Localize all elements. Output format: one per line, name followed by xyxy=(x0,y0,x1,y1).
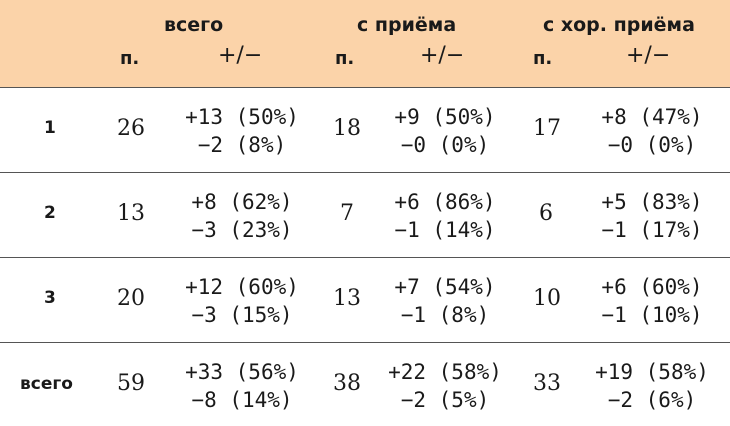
pm-total: +33 (56%) −8 (14%) xyxy=(172,358,312,414)
header-n-reception: п. xyxy=(335,48,355,69)
minus-value: −1 (8%) xyxy=(400,303,490,327)
plus-value: +33 (56%) xyxy=(185,360,299,384)
pm-good-reception: +8 (47%) −0 (0%) xyxy=(582,103,722,159)
plus-value: +13 (50%) xyxy=(185,105,299,129)
minus-value: −1 (14%) xyxy=(394,218,496,242)
minus-value: −2 (8%) xyxy=(197,133,287,157)
plus-value: +6 (86%) xyxy=(394,190,496,214)
minus-value: −1 (10%) xyxy=(601,303,703,327)
pm-reception: +9 (50%) −0 (0%) xyxy=(375,103,515,159)
minus-value: −0 (0%) xyxy=(607,133,697,157)
n-good-reception: 33 xyxy=(533,371,561,396)
minus-value: −2 (5%) xyxy=(400,388,490,412)
row-label: 1 xyxy=(44,118,56,138)
n-total: 59 xyxy=(117,371,145,396)
n-good-reception: 17 xyxy=(533,116,561,141)
row-label: 2 xyxy=(44,203,56,223)
n-reception: 7 xyxy=(340,201,354,226)
minus-value: −2 (6%) xyxy=(607,388,697,412)
plus-value: +22 (58%) xyxy=(388,360,502,384)
minus-value: −3 (23%) xyxy=(191,218,293,242)
pm-reception: +6 (86%) −1 (14%) xyxy=(375,188,515,244)
minus-value: −3 (15%) xyxy=(191,303,293,327)
table-row-total: всего 59 +33 (56%) −8 (14%) 38 +22 (58%)… xyxy=(0,343,730,426)
header-pm-total: +/− xyxy=(218,43,263,68)
header-n-total: п. xyxy=(120,48,140,69)
n-total: 26 xyxy=(117,116,145,141)
n-reception: 13 xyxy=(333,286,361,311)
table-header: всего с приёма с хор. приёма п. +/− п. +… xyxy=(0,0,730,88)
minus-value: −0 (0%) xyxy=(400,133,490,157)
plus-value: +12 (60%) xyxy=(185,275,299,299)
plus-value: +5 (83%) xyxy=(601,190,703,214)
minus-value: −1 (17%) xyxy=(601,218,703,242)
pm-total: +8 (62%) −3 (23%) xyxy=(172,188,312,244)
minus-value: −8 (14%) xyxy=(191,388,293,412)
table-row: 3 20 +12 (60%) −3 (15%) 13 +7 (54%) −1 (… xyxy=(0,258,730,343)
n-good-reception: 10 xyxy=(533,286,561,311)
plus-value: +8 (47%) xyxy=(601,105,703,129)
table-row: 2 13 +8 (62%) −3 (23%) 7 +6 (86%) −1 (14… xyxy=(0,173,730,258)
plus-value: +9 (50%) xyxy=(394,105,496,129)
header-group-from-good-reception: с хор. приёма xyxy=(543,14,695,36)
pm-good-reception: +19 (58%) −2 (6%) xyxy=(582,358,722,414)
pm-reception: +7 (54%) −1 (8%) xyxy=(375,273,515,329)
pm-total: +13 (50%) −2 (8%) xyxy=(172,103,312,159)
header-n-good-reception: п. xyxy=(533,48,553,69)
pm-total: +12 (60%) −3 (15%) xyxy=(172,273,312,329)
pm-reception: +22 (58%) −2 (5%) xyxy=(375,358,515,414)
plus-value: +7 (54%) xyxy=(394,275,496,299)
n-total: 13 xyxy=(117,201,145,226)
table-row: 1 26 +13 (50%) −2 (8%) 18 +9 (50%) −0 (0… xyxy=(0,88,730,173)
plus-value: +19 (58%) xyxy=(595,360,709,384)
n-good-reception: 6 xyxy=(539,201,553,226)
header-pm-reception: +/− xyxy=(420,43,465,68)
pm-good-reception: +6 (60%) −1 (10%) xyxy=(582,273,722,329)
plus-value: +8 (62%) xyxy=(191,190,293,214)
n-total: 20 xyxy=(117,286,145,311)
row-label: 3 xyxy=(44,288,56,308)
plus-value: +6 (60%) xyxy=(601,275,703,299)
n-reception: 18 xyxy=(333,116,361,141)
row-label: всего xyxy=(20,374,73,394)
n-reception: 38 xyxy=(333,371,361,396)
header-group-from-reception: с приёма xyxy=(357,14,457,36)
pm-good-reception: +5 (83%) −1 (17%) xyxy=(582,188,722,244)
header-group-total: всего xyxy=(164,14,224,36)
header-pm-good-reception: +/− xyxy=(626,43,671,68)
